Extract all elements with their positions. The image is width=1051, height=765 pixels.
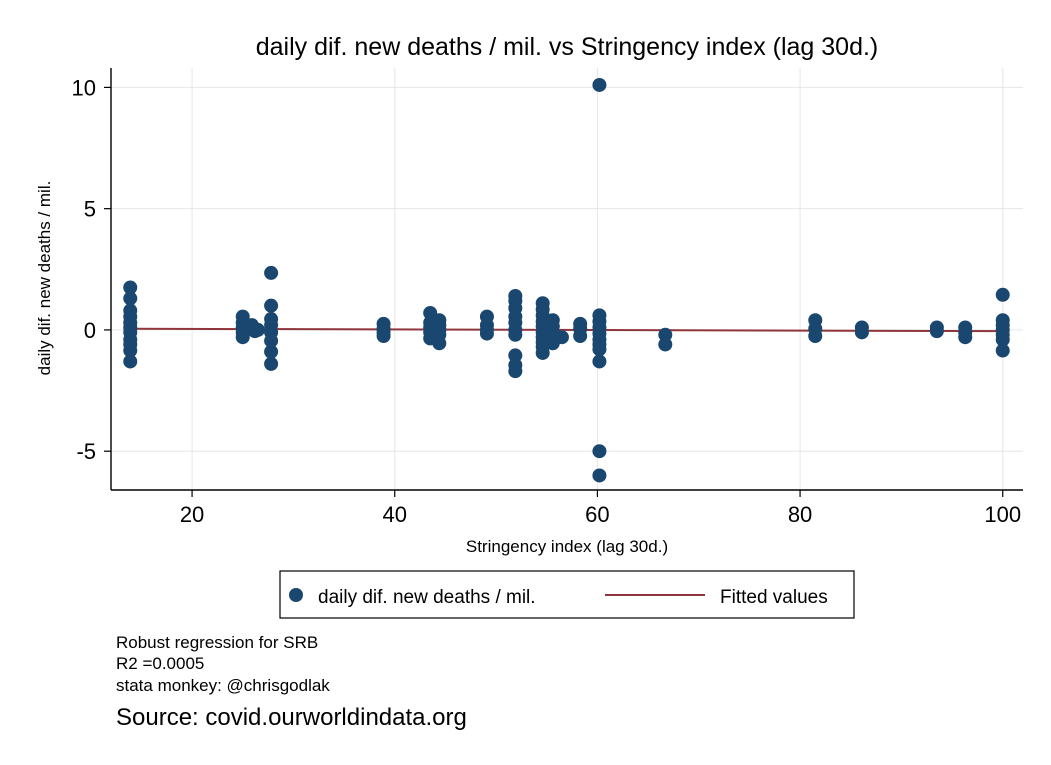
y-tick-label: 0 xyxy=(84,318,96,343)
y-tick-label: -5 xyxy=(76,439,96,464)
scatter-point xyxy=(658,327,673,342)
scatter-points xyxy=(123,77,1010,483)
scatter-point xyxy=(995,287,1010,302)
scatter-point xyxy=(235,330,250,345)
scatter-point xyxy=(432,336,447,351)
scatter-point xyxy=(592,468,607,483)
scatter-point xyxy=(958,330,973,345)
scatter-point xyxy=(592,77,607,92)
scatter-point xyxy=(376,328,391,343)
y-tick-label: 5 xyxy=(84,197,96,222)
scatter-point xyxy=(995,332,1010,347)
scatter-point xyxy=(658,337,673,352)
scatter-point xyxy=(592,354,607,369)
x-tick-label: 60 xyxy=(585,502,609,527)
x-tick-label: 100 xyxy=(984,502,1021,527)
scatter-point xyxy=(123,343,138,358)
scatter-point xyxy=(123,280,138,295)
legend-label-scatter: daily dif. new deaths / mil. xyxy=(318,587,536,608)
y-tick-label: 10 xyxy=(72,75,96,100)
scatter-point xyxy=(264,265,279,280)
source-note: Source: covid.ourworldindata.org xyxy=(116,704,467,731)
note-r2: R2 =0.0005 xyxy=(116,654,205,673)
legend-marker-scatter xyxy=(289,588,303,602)
scatter-point xyxy=(264,356,279,371)
x-tick-label: 40 xyxy=(382,502,406,527)
scatter-point xyxy=(264,333,279,348)
scatter-point xyxy=(535,345,550,360)
legend-label-line: Fitted values xyxy=(720,587,828,608)
scatter-point xyxy=(250,322,265,337)
scatter-point xyxy=(592,342,607,357)
scatter-point xyxy=(479,326,494,341)
x-axis-title: Stringency index (lag 30d.) xyxy=(466,537,668,556)
scatter-point xyxy=(554,330,569,345)
legend-box xyxy=(279,570,855,619)
y-axis-title: daily dif. new deaths / mil. xyxy=(35,181,54,376)
note-regression: Robust regression for SRB xyxy=(116,633,319,652)
x-tick-label: 80 xyxy=(788,502,812,527)
scatter-point xyxy=(573,328,588,343)
scatter-point xyxy=(995,343,1010,358)
scatter-point xyxy=(808,328,823,343)
scatter-point xyxy=(508,327,523,342)
scatter-point xyxy=(929,324,944,339)
grid xyxy=(111,68,1023,490)
note-credit: stata monkey: @chrisgodlak xyxy=(116,676,330,695)
scatter-point xyxy=(854,325,869,340)
scatter-point xyxy=(508,364,523,379)
scatter-point xyxy=(264,344,279,359)
x-tick-label: 20 xyxy=(180,502,204,527)
scatter-point xyxy=(592,444,607,459)
chart-title: daily dif. new deaths / mil. vs Stringen… xyxy=(256,33,879,61)
axes: 20 40 60 80 100 -5 0 5 10 xyxy=(72,68,1023,527)
scatter-point xyxy=(264,298,279,313)
scatter-point xyxy=(123,291,138,306)
scatter-point xyxy=(508,348,523,363)
scatter-point xyxy=(123,354,138,369)
legend: daily dif. new deaths / mil. Fitted valu… xyxy=(279,570,855,619)
